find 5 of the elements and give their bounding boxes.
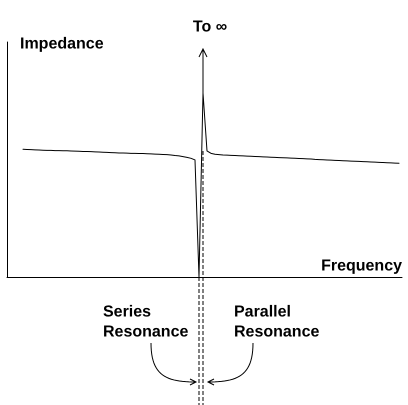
text: Series Resonance [103,304,188,340]
text: Parallel Resonance [234,304,320,340]
text: To ∞ [192,18,228,36]
y-axis-title: Impedance [20,36,104,52]
x-axis-title: Frequency [321,258,402,274]
